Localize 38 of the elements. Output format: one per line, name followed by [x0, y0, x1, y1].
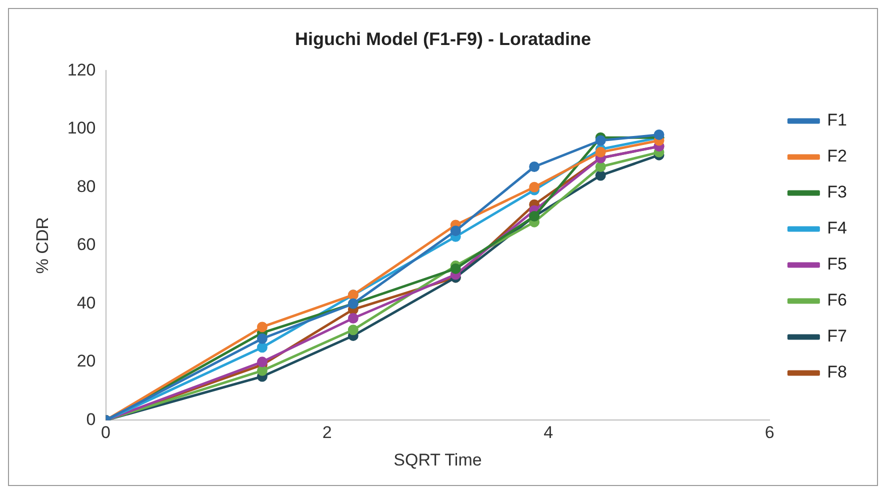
point	[348, 312, 358, 324]
point	[529, 161, 540, 172]
y-tick-label: 100	[67, 118, 96, 138]
x-tick-label: 0	[101, 423, 110, 442]
y-tick-label: 60	[76, 235, 96, 254]
point	[595, 146, 606, 158]
y-tick-label: 0	[86, 410, 96, 429]
point	[256, 322, 268, 332]
point	[450, 226, 461, 236]
point	[529, 182, 540, 192]
x-tick-label: 6	[764, 423, 774, 442]
point	[450, 263, 461, 274]
x-tick-label: 4	[544, 423, 554, 442]
legend-label: F7	[827, 326, 848, 346]
legend-label: F2	[827, 146, 848, 166]
y-tick-label: 20	[76, 352, 96, 371]
point	[595, 135, 606, 146]
legend-label: F1	[827, 110, 848, 130]
point	[595, 170, 606, 181]
point	[256, 342, 268, 353]
y-tick-label: 40	[76, 293, 96, 312]
legend-label: F5	[827, 254, 848, 274]
point	[256, 365, 268, 376]
legend-label: F8	[827, 362, 848, 382]
point	[348, 324, 358, 336]
point	[256, 356, 268, 368]
y-axis-title: % CDR	[32, 217, 52, 274]
y-tick-label: 80	[76, 176, 96, 196]
legend-label: F3	[827, 182, 848, 202]
y-tick-label: 120	[67, 60, 96, 80]
legend-label: F6	[827, 290, 848, 310]
point	[256, 333, 268, 344]
point	[654, 129, 664, 140]
chart-title: Higuchi Model (F1-F9) - Loratadine	[295, 28, 591, 49]
legend-label: F4	[827, 218, 848, 238]
point	[595, 161, 606, 172]
x-tick-label: 2	[322, 423, 332, 442]
x-axis-title: SQRT Time	[394, 450, 482, 470]
